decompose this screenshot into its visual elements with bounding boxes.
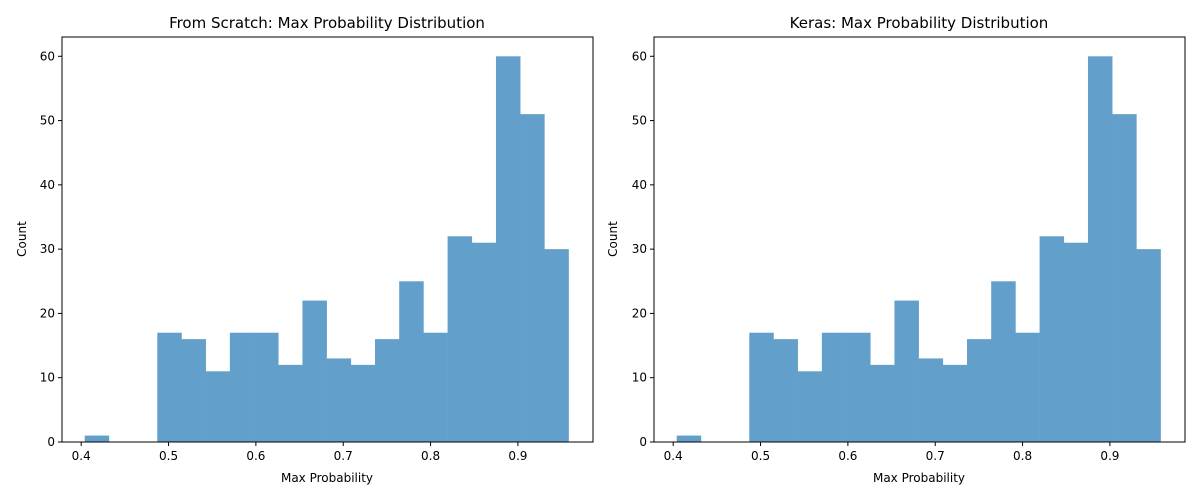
chart-title: From Scratch: Max Probability Distributi… [169, 14, 485, 32]
histogram-bar [84, 435, 110, 442]
histogram-bar [278, 364, 303, 442]
histogram-bar [870, 364, 895, 442]
chart-keras: Keras: Max Probability Distribution 0.4 0… [606, 14, 1186, 485]
y-tick-label: 10 [632, 371, 647, 385]
histogram-bar [749, 332, 774, 442]
histogram-bar [773, 339, 798, 442]
histogram-bar [302, 300, 327, 442]
y-tick-label: 30 [632, 242, 647, 256]
x-axis-label: Max Probability [873, 471, 965, 485]
histogram-bars [676, 56, 1161, 442]
x-tick-label: 0.9 [508, 449, 527, 463]
plot-frame [61, 36, 594, 443]
histogram-bar [918, 358, 944, 442]
histogram-bar [942, 364, 968, 442]
histogram-bar [181, 339, 206, 442]
x-tick-label: 0.7 [926, 449, 945, 463]
x-tick-label: 0.4 [72, 449, 91, 463]
histogram-bar [157, 332, 182, 442]
y-tick-label: 50 [632, 114, 647, 128]
histogram-bar [1136, 249, 1161, 442]
x-tick-label: 0.6 [838, 449, 857, 463]
x-tick-label: 0.8 [1013, 449, 1032, 463]
histogram-bar [447, 236, 473, 442]
plot-frame [653, 36, 1186, 443]
histogram-bar [471, 242, 497, 442]
histogram-bar [846, 332, 871, 442]
y-tick-label: 0 [47, 435, 55, 449]
y-tick-label: 0 [639, 435, 647, 449]
histogram-bar [254, 332, 279, 442]
x-tick-label: 0.6 [246, 449, 265, 463]
x-axis-ticks: 0.4 0.5 0.6 0.7 0.8 0.9 [664, 442, 1119, 463]
y-axis-label: Count [606, 221, 620, 257]
y-tick-label: 40 [632, 178, 647, 192]
x-tick-label: 0.8 [421, 449, 440, 463]
x-tick-label: 0.7 [334, 449, 353, 463]
x-tick-label: 0.9 [1100, 449, 1119, 463]
histogram-bar [1039, 236, 1065, 442]
histogram-bar [544, 249, 569, 442]
histogram-bar [1112, 114, 1137, 442]
histogram-bar [1015, 332, 1040, 442]
y-tick-label: 10 [40, 371, 55, 385]
histogram-bar [350, 364, 376, 442]
y-tick-label: 40 [40, 178, 55, 192]
y-axis-label: Count [15, 221, 29, 257]
chart-from-scratch: From Scratch: Max Probability Distributi… [15, 14, 594, 485]
y-tick-label: 20 [40, 306, 55, 320]
histogram-bar [1087, 56, 1113, 442]
chart-title: Keras: Max Probability Distribution [790, 14, 1049, 32]
y-tick-label: 20 [632, 306, 647, 320]
x-tick-label: 0.5 [751, 449, 770, 463]
histogram-bar [495, 56, 521, 442]
x-axis-label: Max Probability [281, 471, 373, 485]
histogram-bar [326, 358, 352, 442]
histogram-bar [375, 339, 400, 442]
x-axis-ticks: 0.4 0.5 0.6 0.7 0.8 0.9 [72, 442, 527, 463]
histogram-bar [423, 332, 448, 442]
y-tick-label: 50 [40, 114, 55, 128]
histogram-bar [676, 435, 702, 442]
histogram-bar [967, 339, 992, 442]
y-axis-ticks: 0 10 20 30 40 50 60 [40, 49, 62, 449]
y-tick-label: 60 [40, 49, 55, 63]
histogram-bar [205, 371, 231, 442]
histogram-bars [84, 56, 569, 442]
y-tick-label: 30 [40, 242, 55, 256]
histogram-bar [520, 114, 545, 442]
histogram-bar [894, 300, 919, 442]
histogram-bar [399, 281, 424, 442]
y-axis-ticks: 0 10 20 30 40 50 60 [632, 49, 654, 449]
y-tick-label: 60 [632, 49, 647, 63]
histogram-bar [821, 332, 847, 442]
histogram-bar [991, 281, 1016, 442]
x-tick-label: 0.4 [664, 449, 683, 463]
histogram-bar [1063, 242, 1089, 442]
histogram-bar [797, 371, 823, 442]
histogram-bar [229, 332, 255, 442]
x-tick-label: 0.5 [159, 449, 178, 463]
